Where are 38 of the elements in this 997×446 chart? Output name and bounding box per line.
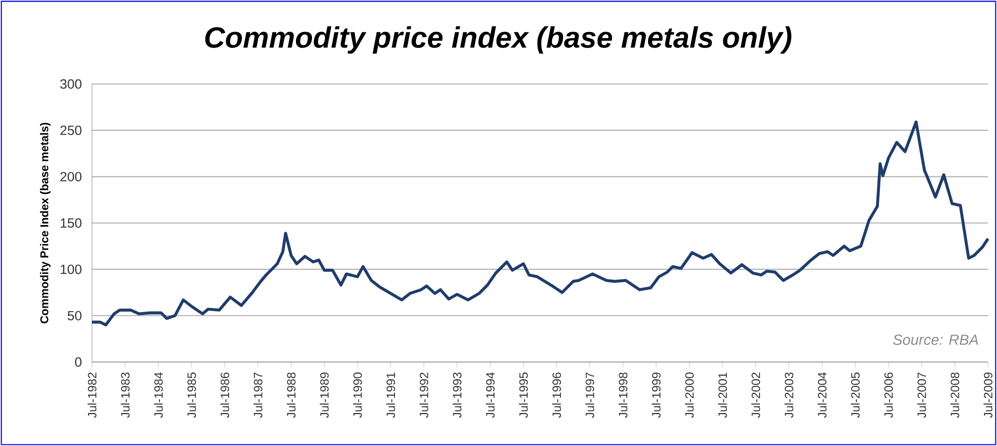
x-tick-label: Jul-2006 (884, 372, 893, 418)
y-tick-label: 300 (60, 79, 82, 89)
x-tick-label: Jul-1983 (120, 372, 130, 418)
x-tick-label: Jul-1995 (518, 372, 528, 418)
y-axis-title: Commodity Price Index (base metals) (40, 122, 51, 324)
x-tick-label: Jul-1985 (187, 372, 196, 418)
x-tick-label: Jul-1999 (652, 372, 661, 418)
x-tick-label: Jul-2004 (818, 372, 826, 418)
x-tick-label: Jul-1991 (386, 372, 396, 418)
x-tick-label: Jul-2007 (917, 372, 926, 418)
annotation: Source: RBA (893, 334, 978, 345)
x-tick-label: Jul-1996 (552, 372, 562, 418)
y-tick-label: 250 (60, 126, 82, 136)
y-tick-label: 200 (60, 172, 82, 182)
y-tick-label: 150 (60, 218, 82, 228)
chart-title: Commodity price index (base metals only) (205, 26, 792, 54)
x-tick-label: Jul-1990 (353, 372, 362, 418)
y-tick-label: 100 (60, 264, 82, 274)
x-tick-label: Jul-1993 (452, 372, 462, 418)
x-tick-label: Jul-2009 (984, 372, 992, 418)
x-tick-label: Jul-1988 (286, 372, 296, 418)
x-tick-label: Jul-1992 (419, 372, 428, 418)
y-tick-label: 0 (75, 357, 82, 367)
x-tick-label: Jul-1989 (320, 372, 329, 418)
x-tick-label: Jul-2005 (850, 372, 860, 418)
x-tick-label: Jul-2002 (751, 372, 760, 418)
x-tick-label: Jul-2001 (718, 372, 727, 418)
x-tick-label: Jul-1987 (254, 372, 262, 418)
x-tick-label: Jul-1984 (154, 372, 163, 418)
x-tick-label: Jul-1997 (585, 372, 594, 418)
x-tick-label: Jul-1982 (88, 372, 96, 418)
x-tick-label: Jul-2008 (950, 372, 960, 418)
x-tick-label: Jul-1998 (618, 372, 628, 418)
x-tick-label: Jul-2000 (684, 372, 694, 418)
x-tick-label: Jul-2003 (784, 372, 794, 418)
x-tick-label: Jul-1994 (486, 372, 495, 418)
x-tick-label: Jul-1986 (220, 372, 230, 418)
y-tick-label: 50 (68, 310, 82, 320)
